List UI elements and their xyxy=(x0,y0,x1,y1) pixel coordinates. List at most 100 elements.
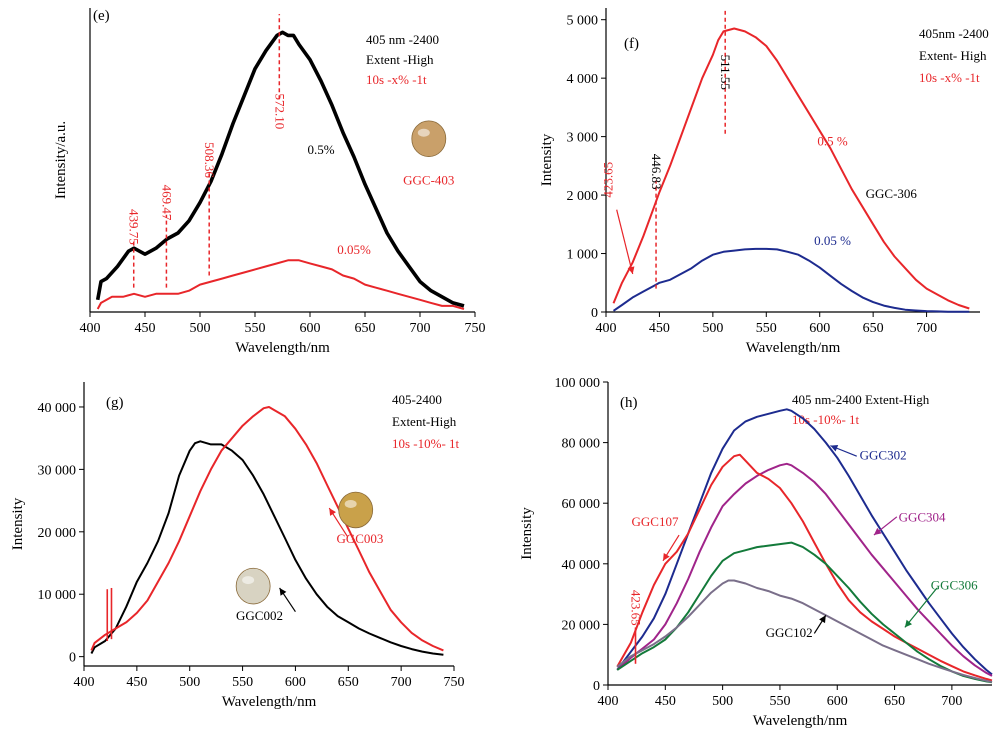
panel-f: 400 450 500 550 600 650 700 0 1 000 2 000 3 000 4 0… xyxy=(539,8,989,356)
info-line: 405 nm-2400 Extent-High xyxy=(792,392,930,407)
x-axis-label: Wavelength/nm xyxy=(222,694,317,710)
y-tick-label: 30 000 xyxy=(38,463,77,478)
arrow-head xyxy=(819,615,826,624)
info-line: 405nm -2400 xyxy=(919,26,989,41)
y-tick-label: 3 000 xyxy=(567,131,599,146)
pearl-image xyxy=(338,491,374,529)
y-axis-label: Intensity xyxy=(539,133,555,186)
peak-marker-label: 511.55 xyxy=(718,55,733,90)
pearl-highlight xyxy=(242,576,255,585)
y-tick-label: 80 000 xyxy=(562,437,601,452)
x-tick-label: 600 xyxy=(285,675,306,690)
x-tick-label: 450 xyxy=(649,321,670,336)
arrow-head xyxy=(873,527,882,536)
y-axis-label: Intensity xyxy=(10,497,26,550)
x-tick-label: 400 xyxy=(598,694,619,709)
info-line: Extent -High xyxy=(366,52,434,67)
x-tick-label: 650 xyxy=(884,694,905,709)
x-tick-label: 400 xyxy=(596,321,617,336)
peak-marker-label: 572.10 xyxy=(272,93,287,129)
arrow-head xyxy=(279,587,287,596)
series-line-ggc003 xyxy=(90,406,444,652)
panel-label: (f) xyxy=(624,36,639,52)
series-annotation: GGC002 xyxy=(236,608,283,623)
arrow-head xyxy=(830,444,839,452)
y-tick-label: 0 xyxy=(69,651,76,666)
x-tick-label: 500 xyxy=(190,321,211,336)
x-tick-label: 450 xyxy=(135,321,156,336)
y-axis-label: Intensity/a.u. xyxy=(53,121,69,199)
series-annotation: GGC102 xyxy=(766,625,813,640)
peak-marker-label: 439.75 xyxy=(127,209,142,245)
x-axis-label: Wavelength/nm xyxy=(746,340,841,356)
info-line: 10s -x% -1t xyxy=(366,72,427,87)
series-annotation: GGC306 xyxy=(931,578,978,593)
x-axis-label: Wavelength/nm xyxy=(235,340,330,356)
y-tick-label: 40 000 xyxy=(38,401,77,416)
y-tick-label: 5 000 xyxy=(567,14,599,29)
series-annotation: GGC003 xyxy=(336,531,383,546)
panel-h: 400 450 500 550 600 650 700 0 20 000 40 000 60 000… xyxy=(519,376,993,729)
x-tick-label: 700 xyxy=(410,321,431,336)
panel-label: (e) xyxy=(93,8,110,24)
series-annotation: GGC107 xyxy=(632,514,679,529)
x-tick-label: 700 xyxy=(916,321,937,336)
series-line-ggc306 xyxy=(616,541,993,684)
x-tick-label: 750 xyxy=(465,321,486,336)
rotated-label: 423.65 xyxy=(629,590,644,626)
panel-e: 400 450 500 550 600 650 700 750 Wavelength/nm Int… xyxy=(53,8,486,356)
x-tick-label: 600 xyxy=(827,694,848,709)
x-tick-label: 400 xyxy=(80,321,101,336)
x-tick-label: 750 xyxy=(444,675,465,690)
info-line: Extent-High xyxy=(392,414,457,429)
x-tick-label: 400 xyxy=(74,675,95,690)
y-axis-label: Intensity xyxy=(519,507,535,560)
y-tick-label: 1 000 xyxy=(567,248,599,263)
series-line-ggc304 xyxy=(616,462,993,677)
x-tick-label: 450 xyxy=(655,694,676,709)
y-tick-label: 10 000 xyxy=(38,588,77,603)
series-line-0-5- xyxy=(95,30,465,308)
panel-g: 400 450 500 550 600 650 700 750 0 10 000 20 000 30 … xyxy=(10,382,465,710)
pearl-image xyxy=(411,120,447,157)
series-line-0-5- xyxy=(612,27,970,310)
pearl-highlight xyxy=(344,499,357,508)
series-line-0-05- xyxy=(96,259,465,310)
info-line: 405 nm -2400 xyxy=(366,32,439,47)
x-tick-label: 450 xyxy=(126,675,147,690)
peak-marker-label: 446.83 xyxy=(649,154,664,190)
y-tick-label: 0 xyxy=(593,679,600,694)
x-tick-label: 550 xyxy=(232,675,253,690)
series-annotation: GGC302 xyxy=(860,447,907,462)
panel-label: (g) xyxy=(106,395,124,411)
arrow-head xyxy=(329,508,336,516)
panel-label: (h) xyxy=(620,395,638,411)
x-tick-label: 650 xyxy=(338,675,359,690)
y-tick-label: 2 000 xyxy=(567,189,599,204)
series-line-ggc002 xyxy=(90,440,444,656)
series-annotation: 0.05 % xyxy=(814,233,851,248)
series-annotation: GGC-306 xyxy=(866,186,918,201)
y-tick-label: 100 000 xyxy=(555,376,601,391)
pearl-image xyxy=(235,567,271,605)
x-tick-label: 500 xyxy=(712,694,733,709)
x-tick-label: 500 xyxy=(179,675,200,690)
x-tick-label: 650 xyxy=(355,321,376,336)
arrow-head xyxy=(663,552,670,561)
arrow-head xyxy=(627,266,635,274)
info-line: 405-2400 xyxy=(392,392,442,407)
x-tick-label: 600 xyxy=(300,321,321,336)
series-line-ggc302 xyxy=(616,408,993,676)
series-annotation: 0.5 % xyxy=(817,133,848,148)
x-tick-label: 700 xyxy=(941,694,962,709)
pearl-highlight xyxy=(417,128,430,137)
x-tick-label: 600 xyxy=(809,321,830,336)
peak-marker-label: 508.36 xyxy=(202,142,217,178)
x-tick-label: 650 xyxy=(863,321,884,336)
annotation-arrow xyxy=(904,587,938,628)
y-tick-label: 40 000 xyxy=(562,558,601,573)
x-tick-label: 550 xyxy=(769,694,790,709)
x-tick-label: 500 xyxy=(702,321,723,336)
info-line: 10s -x% -1t xyxy=(919,70,980,85)
